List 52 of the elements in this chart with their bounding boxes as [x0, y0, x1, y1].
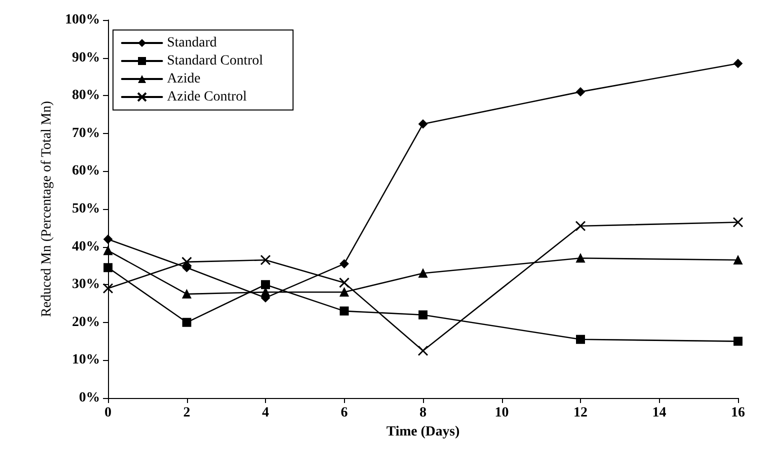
point: [102, 283, 114, 294]
y-tick-label: 20%: [72, 314, 100, 330]
point: [576, 334, 585, 344]
point: [576, 254, 585, 263]
x-tick-label: 0: [104, 406, 112, 420]
y-tick-label: 60%: [72, 164, 100, 179]
x-tick-label: 12: [574, 406, 588, 420]
point: [104, 246, 112, 256]
point: [339, 277, 350, 288]
y-tick-label: 80%: [72, 88, 100, 104]
point: [734, 256, 742, 265]
point: [340, 306, 349, 316]
point: [104, 263, 112, 272]
x-tick-label: 8: [420, 406, 426, 420]
y-tick-label: 50%: [72, 202, 100, 216]
x-tick-label: 4: [262, 406, 269, 420]
point: [182, 290, 192, 299]
point: [575, 220, 586, 232]
legend-label: Azide: [167, 72, 200, 86]
point: [734, 336, 742, 346]
point: [734, 58, 742, 68]
y-tick-label: 30%: [72, 277, 100, 292]
point: [732, 216, 744, 228]
point: [340, 288, 349, 297]
point: [340, 259, 349, 268]
point: [182, 318, 192, 327]
point: [576, 87, 585, 96]
y-tick-label: 70%: [72, 126, 100, 141]
x-tick-label: 6: [340, 406, 348, 420]
y-tick-label: 40%: [72, 239, 100, 254]
x-tick-label: 16: [731, 406, 745, 420]
point: [182, 263, 192, 272]
y-tick-label: 100%: [65, 12, 100, 28]
y-tick-label: 0%: [79, 390, 100, 406]
point: [182, 256, 192, 268]
x-tick-label: 2: [183, 406, 190, 420]
x-tick-label: 14: [652, 406, 666, 420]
x-axis-title: Time (Days): [386, 424, 460, 440]
y-tick-label: 10%: [72, 352, 100, 368]
x-tick-label: 10: [494, 406, 509, 420]
legend-label: Standard Control: [167, 54, 264, 68]
point: [260, 254, 271, 266]
y-axis-title: Reduced Mn (Percentage of Total Mn): [40, 100, 55, 318]
legend-label: Standard: [167, 36, 217, 50]
y-tick-label: 90%: [72, 50, 100, 66]
point: [418, 119, 428, 128]
legend-label: Azide Control: [167, 90, 247, 104]
point: [261, 280, 270, 290]
point: [418, 268, 428, 278]
point: [418, 346, 428, 356]
point: [418, 310, 428, 320]
point: [104, 234, 112, 244]
